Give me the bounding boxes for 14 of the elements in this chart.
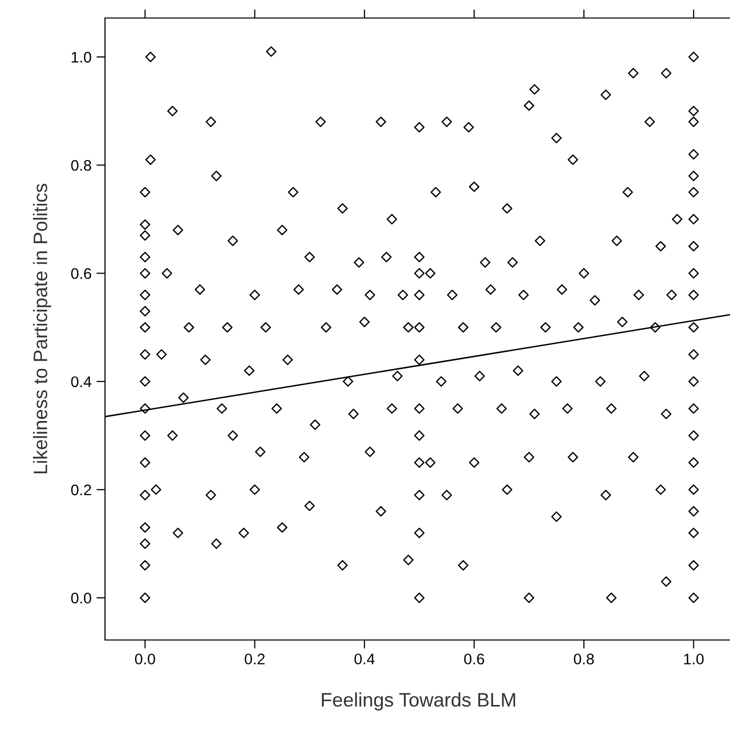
x-axis-title: Feelings Towards BLM bbox=[322, 692, 516, 711]
x-tick-label: 0.6 bbox=[464, 654, 484, 664]
y-tick-label: 0.4 bbox=[71, 376, 92, 388]
y-axis-title: Likeliness to Participate in Politics bbox=[33, 184, 52, 474]
x-tick-label: 0.4 bbox=[354, 654, 375, 664]
y-tick-label: 0.6 bbox=[71, 268, 92, 279]
y-tick-label: 0.8 bbox=[71, 160, 92, 171]
x-tick-label: 0.8 bbox=[574, 654, 594, 664]
y-tick-label: 0.2 bbox=[71, 484, 92, 496]
y-tick-label: 1.0 bbox=[72, 52, 92, 63]
x-tick-label: 0.0 bbox=[135, 654, 156, 664]
x-tick-label: 0.2 bbox=[244, 654, 265, 664]
y-tick-label: 0.0 bbox=[71, 592, 92, 604]
x-tick-label: 1.0 bbox=[684, 654, 704, 664]
